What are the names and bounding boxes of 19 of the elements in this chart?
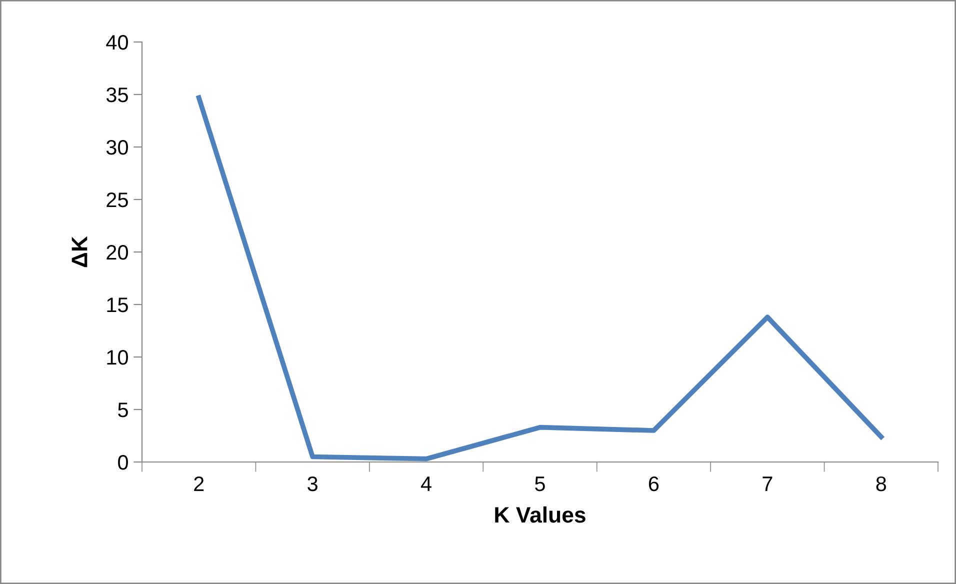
x-axis-title: K Values: [495, 506, 586, 523]
y-tick-label: 25: [106, 192, 128, 208]
y-tick-label: 35: [106, 88, 128, 102]
y-tick-label: 40: [106, 35, 128, 50]
y-tick-label: 0: [118, 455, 128, 470]
x-tick-label: 2: [194, 476, 204, 491]
y-tick-label: 10: [107, 350, 128, 365]
x-tick-label: 3: [308, 476, 318, 492]
y-axis-title: ΔK: [72, 236, 88, 268]
y-tick-label: 30: [106, 140, 128, 155]
y-tick-label: 5: [118, 402, 128, 418]
x-tick-label: 4: [420, 476, 432, 491]
x-tick-label: 6: [648, 476, 659, 492]
x-tick-label: 7: [762, 476, 772, 491]
y-tick-label: 20: [106, 245, 128, 260]
x-tick-label: 5: [535, 476, 545, 492]
x-tick-label: 8: [876, 476, 886, 492]
y-tick-label: 15: [107, 298, 128, 312]
line-series: [196, 95, 884, 462]
